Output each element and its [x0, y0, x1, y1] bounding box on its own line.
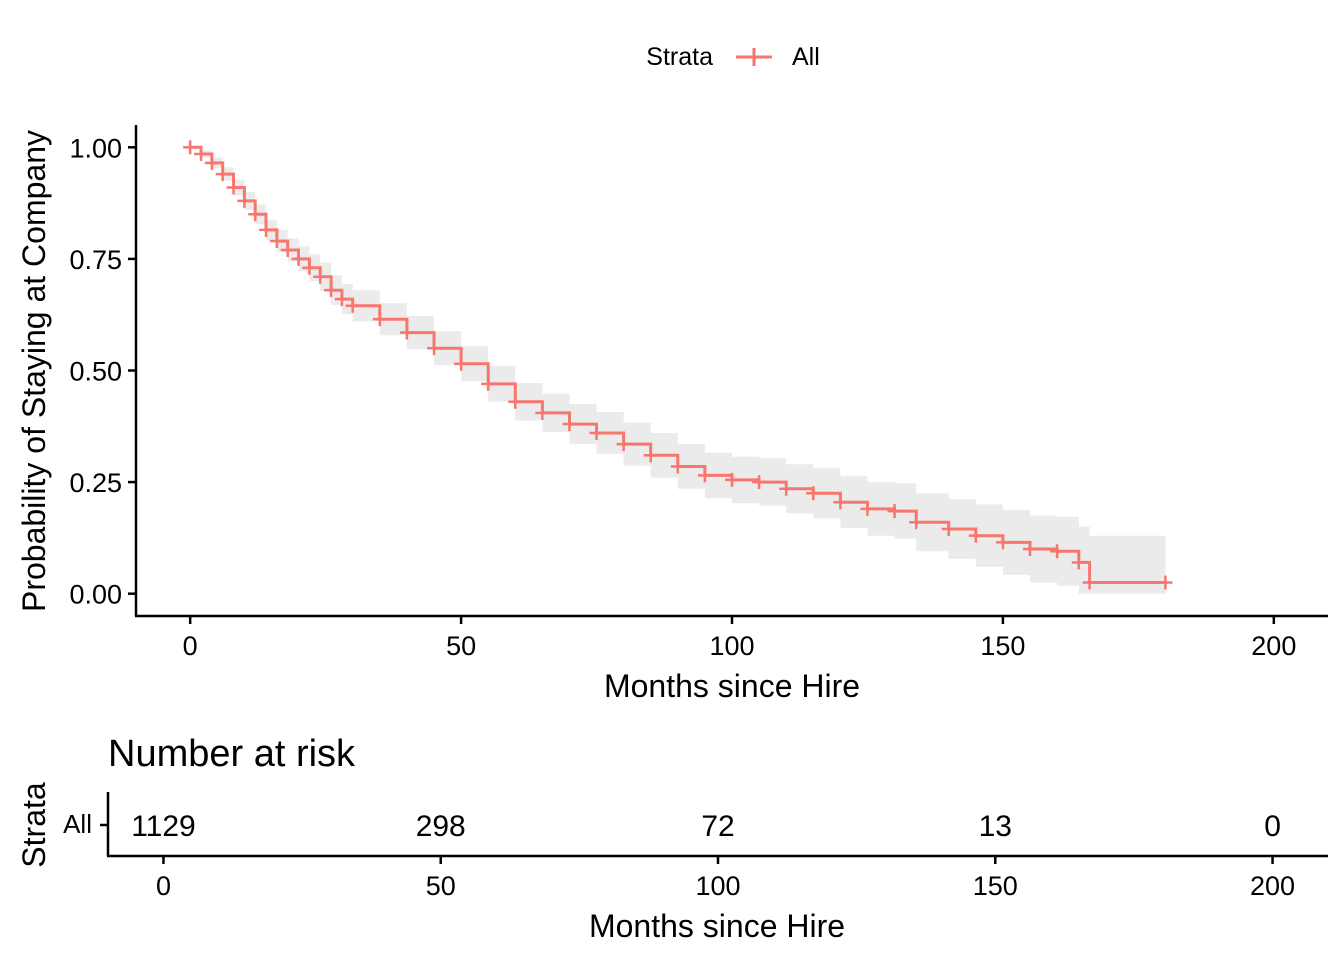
- censor-mark: [481, 376, 496, 391]
- censor-mark: [345, 298, 360, 313]
- censor-mark: [670, 459, 685, 474]
- censor-mark: [226, 180, 241, 195]
- censor-mark: [806, 486, 821, 501]
- censor-mark: [248, 207, 263, 222]
- censor-mark: [454, 356, 469, 371]
- risk-x-tick-label: 50: [426, 871, 456, 901]
- risk-x-tick-label: 100: [695, 871, 740, 901]
- x-tick-label: 150: [980, 631, 1025, 661]
- censor-mark: [280, 242, 295, 257]
- confidence-band: [190, 147, 1166, 594]
- censor-mark: [269, 234, 284, 249]
- legend: Strata All: [646, 43, 820, 71]
- y-tick-label: 0.50: [69, 357, 122, 387]
- risk-table-title: Number at risk: [108, 733, 356, 775]
- censor-mark: [833, 495, 848, 510]
- legend-key-all: [736, 48, 772, 66]
- censor-mark: [887, 504, 902, 519]
- x-tick-label: 50: [446, 631, 476, 661]
- censor-mark: [941, 521, 956, 536]
- censor-mark: [779, 481, 794, 496]
- censor-mark: [508, 394, 523, 409]
- censor-mark: [259, 222, 274, 237]
- x-axis-title: Months since Hire: [604, 668, 860, 704]
- risk-value: 72: [701, 810, 734, 843]
- legend-label-all: All: [792, 43, 820, 71]
- censor-mark: [194, 147, 209, 162]
- risk-row-label-all: All: [63, 809, 92, 839]
- censor-marks: [183, 140, 1173, 590]
- censor-mark: [427, 341, 441, 356]
- risk-value: 13: [979, 810, 1012, 843]
- risk-x-axis-title: Months since Hire: [589, 908, 845, 944]
- censor-mark: [589, 425, 604, 440]
- risk-x-tick-label: 150: [973, 871, 1018, 901]
- censor-mark: [1082, 575, 1097, 590]
- y-tick-label: 0.00: [69, 580, 122, 610]
- censor-mark: [334, 292, 349, 307]
- censor-mark: [1071, 555, 1086, 570]
- censor-mark: [535, 405, 550, 420]
- y-tick-label: 0.25: [69, 468, 122, 498]
- risk-table-y-title: Strata: [16, 782, 52, 868]
- risk-x-axis-ticks: 0 50 100 150 200: [156, 856, 1295, 901]
- risk-value: 298: [416, 810, 466, 843]
- risk-table: Number at risk Strata All 1129 298 72 13 0 0…: [16, 733, 1328, 944]
- censor-mark: [697, 468, 712, 483]
- risk-value: 1129: [131, 810, 196, 843]
- censor-mark: [1023, 542, 1037, 557]
- x-tick-label: 0: [183, 631, 198, 661]
- censor-mark: [237, 193, 252, 208]
- censor-mark: [860, 501, 875, 516]
- legend-title: Strata: [646, 43, 713, 71]
- censor-mark: [399, 325, 414, 340]
- risk-x-tick-label: 200: [1250, 871, 1295, 901]
- y-axis-ticks: 0.00 0.25 0.50 0.75 1.00: [69, 133, 136, 610]
- x-axis-ticks: 0 50 100 150 200: [183, 616, 1296, 661]
- censor-mark: [752, 475, 767, 490]
- y-tick-label: 1.00: [69, 133, 122, 163]
- risk-values: 1129 298 72 13 0: [131, 810, 1281, 843]
- censor-mark: [562, 417, 577, 432]
- censor-mark: [1158, 575, 1173, 590]
- censor-mark: [725, 472, 739, 487]
- censor-mark: [909, 515, 924, 530]
- censor-mark: [968, 528, 983, 543]
- censor-mark: [183, 140, 198, 155]
- censor-mark: [643, 448, 658, 463]
- x-tick-label: 100: [709, 631, 754, 661]
- censor-mark: [302, 260, 317, 275]
- censor-mark: [995, 535, 1010, 550]
- censor-mark: [313, 269, 328, 284]
- survival-plot: 0 50 100 150 200 0.00 0.25 0.50 0.75 1.00 Months…: [16, 125, 1328, 704]
- censor-mark: [204, 155, 219, 170]
- x-tick-label: 200: [1251, 631, 1296, 661]
- y-axis-title: Probability of Staying at Company: [16, 130, 52, 612]
- y-tick-label: 0.75: [69, 245, 122, 275]
- censor-mark: [372, 312, 387, 327]
- censor-mark: [215, 167, 230, 182]
- censor-mark: [291, 251, 306, 266]
- censor-mark: [616, 437, 631, 452]
- risk-x-tick-label: 0: [156, 871, 171, 901]
- risk-value: 0: [1264, 810, 1281, 843]
- censor-mark: [324, 283, 339, 298]
- censor-mark: [1050, 544, 1065, 559]
